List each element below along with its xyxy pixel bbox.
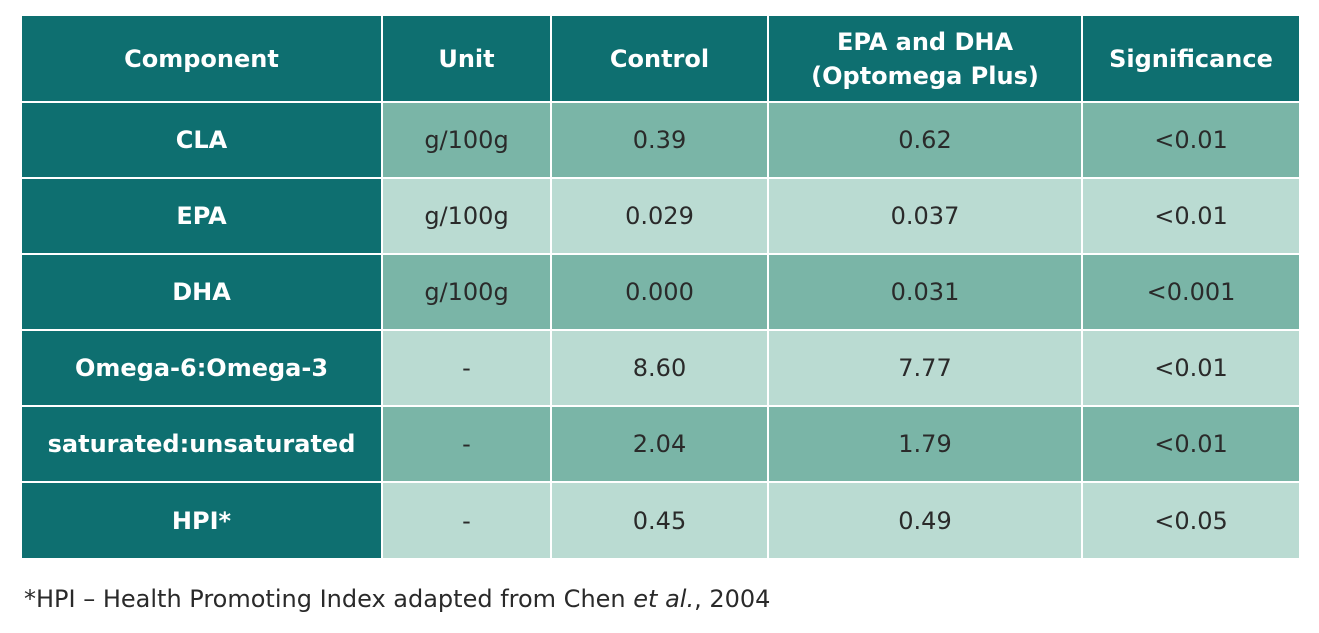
cell-control: 0.45 [550, 481, 768, 558]
cell-significance: <0.01 [1081, 101, 1299, 178]
fatty-acid-comparison-table: Component Unit Control EPA and DHA (Opto… [22, 16, 1299, 558]
table-row: DHA g/100g 0.000 0.031 <0.001 [22, 253, 1299, 330]
cell-unit: - [381, 329, 551, 406]
header-significance: Significance [1081, 16, 1299, 102]
cell-epa-dha: 1.79 [767, 405, 1082, 482]
cell-significance: <0.01 [1081, 329, 1299, 406]
cell-unit: g/100g [381, 177, 551, 254]
table-footnote: *HPI – Health Promoting Index adapted fr… [24, 585, 770, 613]
cell-control: 0.000 [550, 253, 768, 330]
cell-unit: - [381, 405, 551, 482]
header-unit: Unit [381, 16, 551, 102]
table-row: saturated:unsaturated - 2.04 1.79 <0.01 [22, 405, 1299, 482]
footnote-citation-italic: et al. [633, 585, 695, 613]
header-control: Control [550, 16, 768, 102]
footnote-year: , 2004 [694, 585, 771, 613]
cell-control: 0.39 [550, 101, 768, 178]
table-row: Omega-6:Omega-3 - 8.60 7.77 <0.01 [22, 329, 1299, 406]
cell-significance: <0.05 [1081, 481, 1299, 558]
cell-component: HPI* [22, 481, 382, 558]
cell-unit: g/100g [381, 253, 551, 330]
cell-epa-dha: 7.77 [767, 329, 1082, 406]
header-component: Component [22, 16, 382, 102]
table-row: CLA g/100g 0.39 0.62 <0.01 [22, 101, 1299, 178]
cell-epa-dha: 0.037 [767, 177, 1082, 254]
cell-significance: <0.01 [1081, 177, 1299, 254]
cell-control: 2.04 [550, 405, 768, 482]
results-table-container: Component Unit Control EPA and DHA (Opto… [22, 16, 1299, 558]
table-row: HPI* - 0.45 0.49 <0.05 [22, 481, 1299, 558]
cell-component: CLA [22, 101, 382, 178]
cell-epa-dha: 0.49 [767, 481, 1082, 558]
header-epa-dha-label: EPA and DHA (Optomega Plus) [811, 27, 1039, 90]
cell-component: EPA [22, 177, 382, 254]
cell-control: 8.60 [550, 329, 768, 406]
cell-control: 0.029 [550, 177, 768, 254]
cell-unit: g/100g [381, 101, 551, 178]
table-row: EPA g/100g 0.029 0.037 <0.01 [22, 177, 1299, 254]
cell-component: saturated:unsaturated [22, 405, 382, 482]
footnote-text: *HPI – Health Promoting Index adapted fr… [24, 585, 634, 613]
cell-significance: <0.01 [1081, 405, 1299, 482]
cell-significance: <0.001 [1081, 253, 1299, 330]
cell-epa-dha: 0.62 [767, 101, 1082, 178]
cell-epa-dha: 0.031 [767, 253, 1082, 330]
cell-component: DHA [22, 253, 382, 330]
cell-component: Omega-6:Omega-3 [22, 329, 382, 406]
cell-unit: - [381, 481, 551, 558]
header-epa-dha: EPA and DHA (Optomega Plus) [767, 16, 1082, 102]
table-header-row: Component Unit Control EPA and DHA (Opto… [22, 16, 1299, 102]
